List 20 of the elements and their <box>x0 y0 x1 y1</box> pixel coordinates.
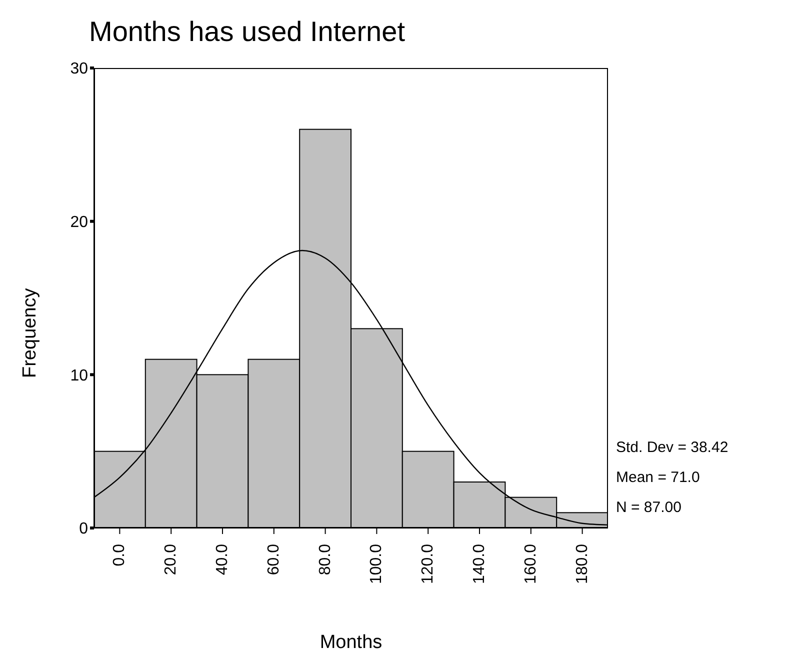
text: Std. Dev = 38.42 <box>616 438 728 458</box>
x-tick-label: 20.0 <box>162 544 180 576</box>
y-tick-label: 0 <box>79 520 88 538</box>
x-tick-label: 60.0 <box>265 544 282 576</box>
x-tick-label: 160.0 <box>522 544 540 584</box>
text: Mean = 71.0 <box>616 468 701 488</box>
x-tick-label: 80.0 <box>316 544 334 576</box>
text: N = 87.00 <box>616 498 682 518</box>
x-tick-label: 140.0 <box>471 544 488 584</box>
y-tick-label: 20 <box>70 214 88 232</box>
x-tick-label: 0.0 <box>111 544 128 566</box>
y-axis-title: Frequency <box>20 288 41 378</box>
x-tick-label: 180.0 <box>574 544 591 584</box>
chart-title: Months has used Internet <box>89 16 405 48</box>
x-tick-label: 40.0 <box>214 544 231 576</box>
x-tick-label: 120.0 <box>420 544 437 584</box>
y-tick-label: 10 <box>70 367 88 384</box>
x-axis-title: Months <box>320 632 382 653</box>
x-tick-label: 100.0 <box>368 544 386 584</box>
y-tick-label: 30 <box>70 60 88 78</box>
